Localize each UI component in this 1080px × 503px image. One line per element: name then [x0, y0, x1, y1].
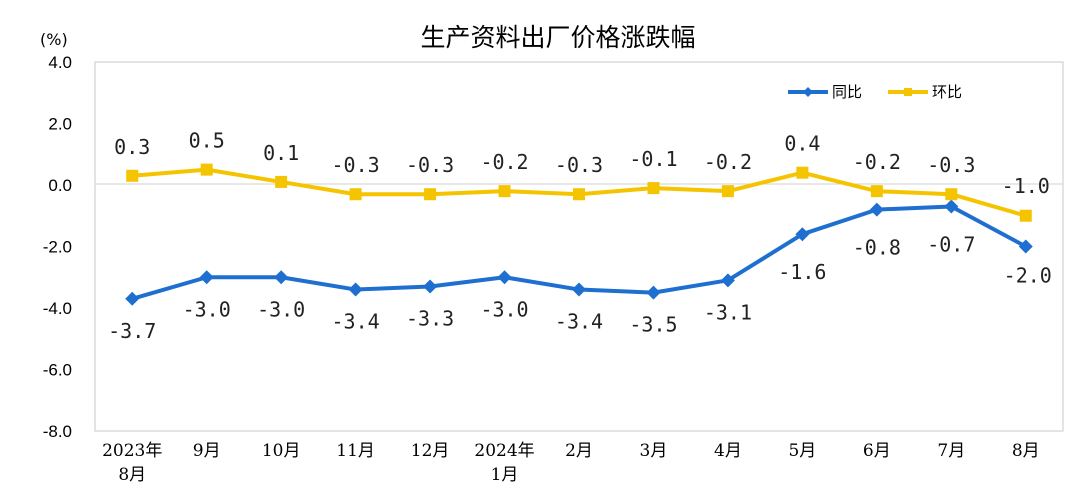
x-tick-label: 8月: [1012, 441, 1040, 461]
data-label-mom: -0.3: [555, 153, 603, 177]
data-point: [274, 270, 289, 285]
data-point: [498, 185, 511, 198]
data-label-yoy: -3.1: [704, 300, 752, 324]
data-label-yoy: -3.3: [406, 306, 454, 330]
data-label-yoy: -2.0: [1004, 264, 1052, 288]
y-tick-label: 4.0: [48, 53, 72, 72]
data-point: [348, 282, 363, 297]
y-tick-label: 2.0: [48, 115, 72, 134]
data-labels: -3.7 -3.0 -3.0 -3.4 -3.3 -3.0 -3.4 -3.5 -3.1 -1.6…: [108, 129, 1052, 343]
legend-marker: [803, 87, 813, 97]
legend-label: 同比: [832, 83, 862, 101]
x-tick-label: 12月: [411, 441, 450, 461]
data-point: [647, 182, 660, 195]
data-label-mom: -1.0: [1002, 174, 1050, 198]
data-label-mom: -0.3: [332, 153, 380, 177]
data-label-yoy: -1.6: [778, 260, 826, 284]
data-point: [199, 270, 214, 285]
data-point: [275, 175, 288, 188]
data-label-mom: -0.2: [480, 150, 528, 174]
series-layer: [125, 163, 1033, 306]
data-point: [424, 188, 437, 201]
data-point: [720, 273, 735, 288]
x-tick-label: 9月: [193, 441, 221, 461]
x-tick-label: 6月: [863, 441, 891, 461]
data-point: [423, 279, 438, 294]
data-point: [870, 185, 883, 198]
x-tick-label: 2024年 1月: [474, 441, 534, 485]
data-label-mom: 0.1: [263, 141, 299, 165]
data-point: [796, 166, 809, 179]
data-point: [795, 227, 810, 242]
x-tick-label: 3月: [640, 441, 668, 461]
data-point: [572, 282, 586, 297]
data-point: [497, 270, 512, 285]
data-label-mom: -0.3: [406, 153, 454, 177]
data-point: [126, 169, 139, 182]
data-label-yoy: -3.5: [629, 313, 677, 337]
data-point: [646, 285, 661, 300]
data-label-mom: 0.3: [114, 135, 150, 159]
legend-label: 环比: [932, 83, 962, 101]
x-tick-label: 4月: [714, 441, 742, 461]
data-label-yoy: -0.8: [853, 236, 901, 260]
y-tick-label: -6.0: [43, 361, 72, 380]
data-label-mom: 0.4: [784, 132, 820, 156]
data-label-mom: -0.2: [853, 150, 901, 174]
y-axis: 4.0 2.0 0.0 -2.0 -4.0 -6.0 -8.0: [43, 53, 72, 441]
legend: 同比 环比: [788, 83, 962, 101]
data-point: [869, 202, 884, 217]
data-point: [200, 163, 213, 176]
data-label-mom: 0.5: [189, 129, 225, 153]
x-tick-label: 7月: [937, 441, 965, 461]
data-label-yoy: -0.7: [927, 233, 975, 257]
y-tick-label: -4.0: [43, 299, 72, 318]
data-point: [573, 188, 585, 201]
data-point: [945, 188, 958, 201]
x-tick-label: 5月: [788, 441, 816, 461]
data-point: [1019, 209, 1032, 222]
data-label-mom: -0.2: [704, 150, 752, 174]
plot-area: [94, 61, 1064, 432]
y-tick-label: -8.0: [43, 422, 72, 441]
data-label-yoy: -3.0: [183, 297, 231, 321]
x-tick-label: 2月: [565, 441, 593, 461]
data-point: [1018, 239, 1033, 254]
data-label-mom: -0.3: [927, 153, 975, 177]
y-tick-label: -2.0: [43, 238, 72, 257]
data-label-yoy: -3.4: [555, 310, 603, 334]
x-tick-label: 11月: [336, 441, 375, 461]
x-axis: 2023年 8月 9月 10月 11月 12月 2024年 1月 2月 3月 4月 5月 6月 7月 8月: [102, 441, 1040, 485]
data-label-yoy: -3.7: [108, 319, 156, 343]
x-tick-label: 2023年 8月: [102, 441, 162, 485]
data-point: [721, 185, 734, 198]
y-tick-label: 0.0: [48, 176, 72, 195]
data-point: [125, 291, 140, 306]
data-label-mom: -0.1: [629, 147, 677, 171]
legend-marker: [904, 88, 912, 96]
data-label-yoy: -3.4: [332, 310, 380, 334]
data-label-yoy: -3.0: [257, 297, 305, 321]
chart-title: 生产资料出厂价格涨跌幅: [420, 23, 695, 52]
x-tick-label: 10月: [262, 441, 301, 461]
data-point: [944, 199, 959, 214]
data-point: [349, 188, 362, 201]
data-label-yoy: -3.0: [480, 297, 528, 321]
y-unit-label: (%): [40, 30, 68, 49]
